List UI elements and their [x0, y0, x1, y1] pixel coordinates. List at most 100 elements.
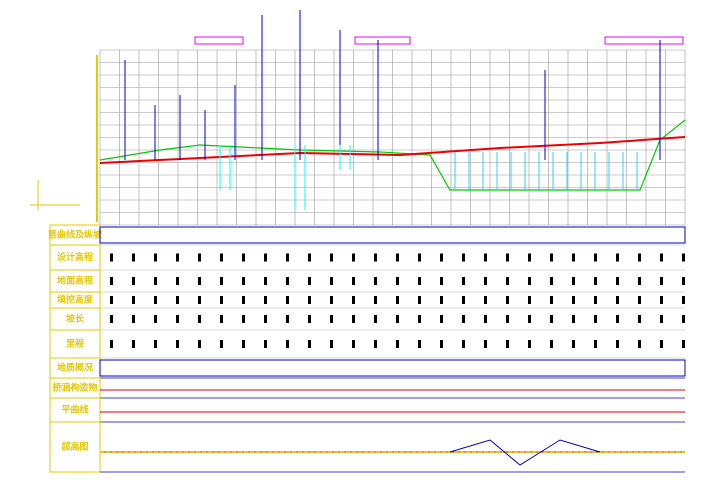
- cell-value: [352, 253, 355, 262]
- cell-value: [110, 340, 113, 348]
- cell-value: [242, 315, 245, 323]
- cell-value: [352, 296, 355, 304]
- cell-value: [198, 253, 201, 262]
- cell-value: [242, 253, 245, 262]
- grid: [99, 49, 686, 226]
- cell-value: [286, 296, 289, 304]
- cell-value: [198, 296, 201, 304]
- cell-value: [550, 315, 553, 323]
- cell-value: [198, 315, 201, 323]
- cell-value: [176, 315, 179, 323]
- cell-value: [572, 277, 575, 285]
- cell-value: [176, 340, 179, 348]
- row-label: 地质概况: [57, 362, 93, 374]
- cell-value: [418, 277, 421, 285]
- cell-value: [132, 253, 135, 262]
- cell-value: [308, 253, 311, 262]
- cell-value: [484, 296, 487, 304]
- cell-value: [440, 253, 443, 262]
- cell-value: [594, 277, 597, 285]
- geology-box: [99, 359, 686, 377]
- cell-value: [484, 340, 487, 348]
- cell-value: [110, 296, 113, 304]
- cell-value: [638, 315, 641, 323]
- cell-value: [418, 296, 421, 304]
- cell-value: [242, 296, 245, 304]
- structure: [294, 145, 306, 210]
- cell-value: [638, 296, 641, 304]
- cell-value: [682, 253, 685, 262]
- cell-value: [418, 340, 421, 348]
- cell-value: [154, 253, 157, 262]
- row-label: 竖曲线及纵坡: [48, 229, 103, 241]
- cell-value: [528, 277, 531, 285]
- cell-value: [132, 315, 135, 323]
- cell-value: [308, 296, 311, 304]
- cell-value: [110, 315, 113, 323]
- structure: [219, 145, 231, 190]
- cell-value: [264, 340, 267, 348]
- cell-value: [484, 253, 487, 262]
- cell-value: [528, 340, 531, 348]
- cell-value: [330, 277, 333, 285]
- cell-value: [638, 277, 641, 285]
- cell-value: [374, 253, 377, 262]
- cell-value: [154, 296, 157, 304]
- cell-value: [330, 253, 333, 262]
- cell-value: [616, 340, 619, 348]
- cell-value: [286, 340, 289, 348]
- cell-value: [550, 277, 553, 285]
- superelev-shape: [449, 439, 601, 466]
- cell-value: [550, 253, 553, 262]
- structure: [339, 145, 351, 170]
- cell-value: [308, 315, 311, 323]
- cell-value: [550, 296, 553, 304]
- cell-value: [198, 277, 201, 285]
- cell-value: [352, 277, 355, 285]
- cell-value: [132, 277, 135, 285]
- cell-value: [330, 296, 333, 304]
- cell-value: [682, 296, 685, 304]
- cell-value: [132, 340, 135, 348]
- cell-value: [616, 315, 619, 323]
- cell-value: [220, 253, 223, 262]
- cell-value: [264, 296, 267, 304]
- cell-value: [330, 315, 333, 323]
- row-label: 里程: [66, 338, 84, 350]
- cell-value: [572, 253, 575, 262]
- cell-value: [418, 315, 421, 323]
- cell-value: [462, 296, 465, 304]
- cell-value: [396, 315, 399, 323]
- cell-value: [616, 253, 619, 262]
- cell-value: [682, 340, 685, 348]
- cell-value: [374, 340, 377, 348]
- vcurve-box: [99, 226, 686, 244]
- cell-value: [572, 296, 575, 304]
- row-label: 填挖高度: [57, 294, 94, 306]
- cell-value: [286, 277, 289, 285]
- cell-value: [396, 296, 399, 304]
- row-label: 坡长: [66, 313, 85, 325]
- cell-value: [352, 340, 355, 348]
- cell-value: [594, 253, 597, 262]
- cell-value: [330, 340, 333, 348]
- cell-value: [462, 277, 465, 285]
- cell-value: [220, 277, 223, 285]
- cell-value: [660, 277, 663, 285]
- cell-value: [506, 315, 509, 323]
- cell-value: [374, 277, 377, 285]
- row-label: 地面高程: [57, 275, 93, 287]
- cell-value: [682, 315, 685, 323]
- cell-value: [396, 253, 399, 262]
- cell-value: [374, 296, 377, 304]
- cell-value: [616, 296, 619, 304]
- header-tag: [194, 36, 244, 45]
- cell-value: [132, 296, 135, 304]
- cell-value: [220, 296, 223, 304]
- cell-value: [484, 277, 487, 285]
- cell-value: [176, 277, 179, 285]
- cell-value: [660, 296, 663, 304]
- row-label: 设计高程: [57, 251, 93, 263]
- cell-value: [154, 340, 157, 348]
